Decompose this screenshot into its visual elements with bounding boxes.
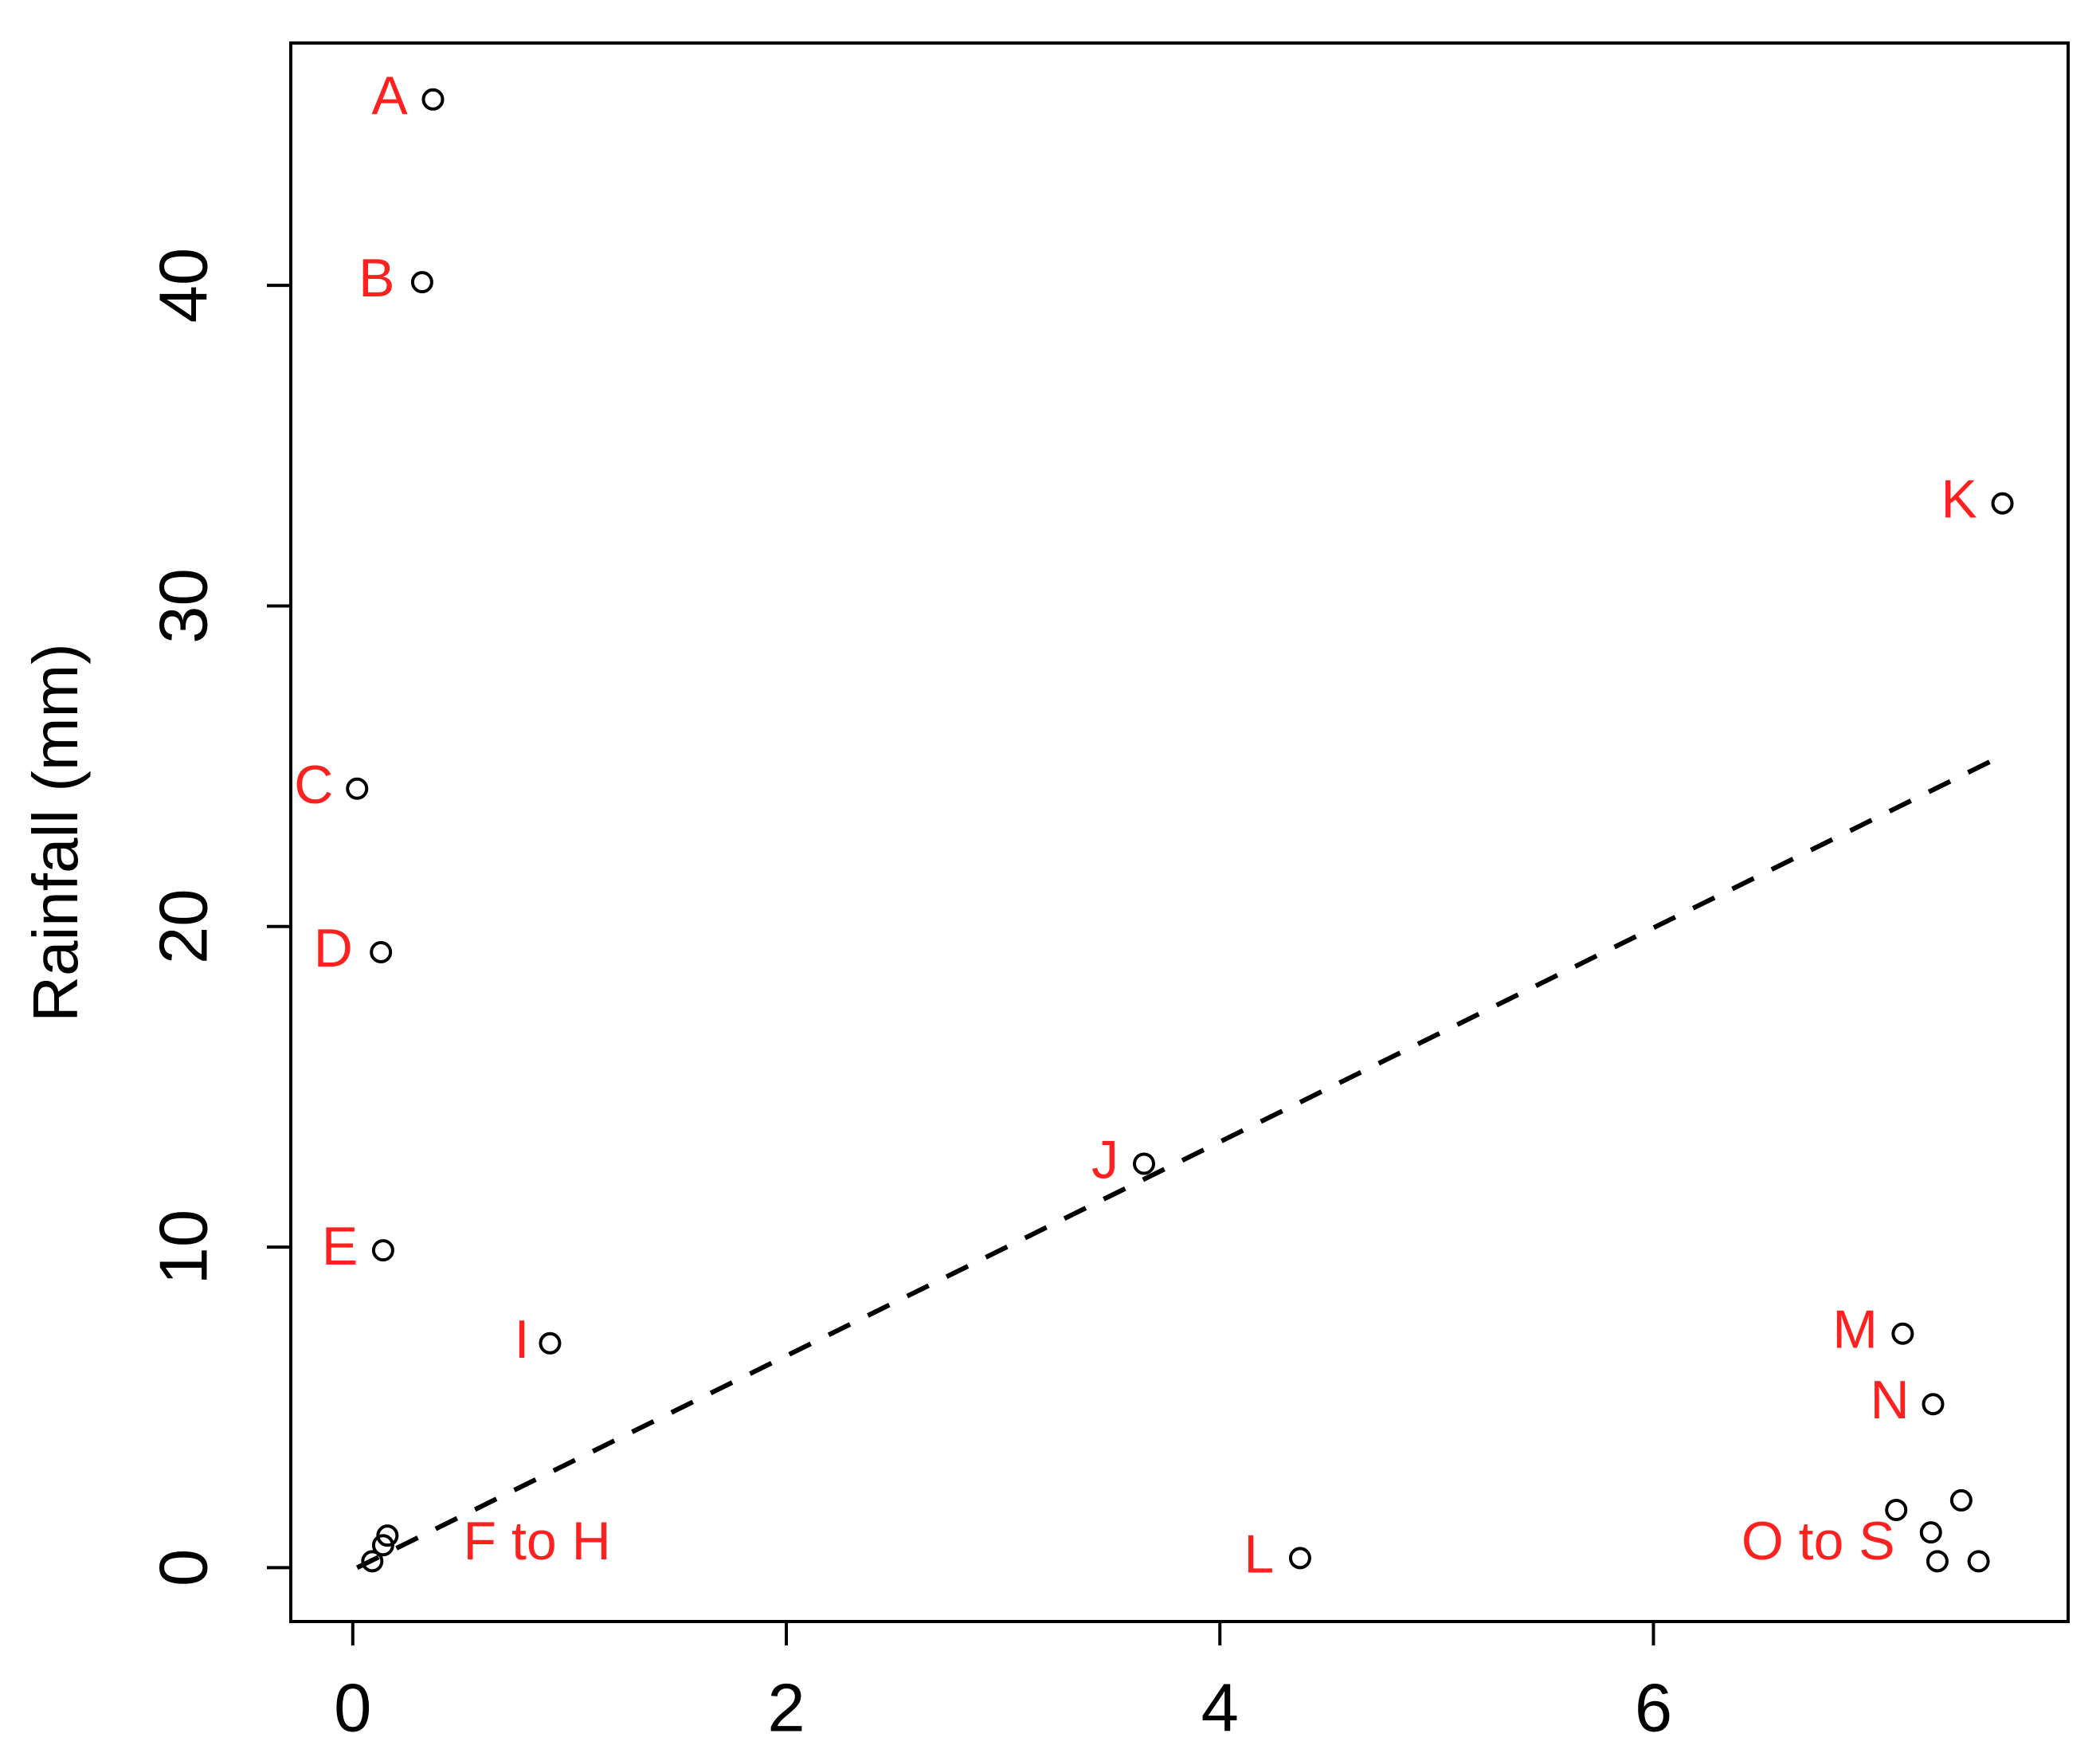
point xyxy=(1885,1498,1908,1521)
point xyxy=(1991,492,2014,515)
point-annotation: A xyxy=(371,65,408,126)
point xyxy=(421,88,445,111)
point-annotation: C xyxy=(294,755,333,815)
point xyxy=(1967,1550,1990,1573)
point xyxy=(1949,1488,1973,1512)
point-annotation: J xyxy=(1091,1129,1119,1190)
plot-frame xyxy=(289,41,2070,1623)
point-annotation: L xyxy=(1244,1524,1274,1584)
y-tick-label: 20 xyxy=(146,889,221,965)
fit-line xyxy=(355,751,2008,1571)
point xyxy=(1288,1547,1311,1570)
point-annotation: I xyxy=(515,1309,530,1370)
x-tick-label: 6 xyxy=(1635,1670,1672,1746)
x-tick-label: 2 xyxy=(767,1670,805,1746)
point xyxy=(361,1550,384,1573)
point-annotation: N xyxy=(1871,1370,1910,1430)
point-annotation: K xyxy=(1941,469,1977,530)
point xyxy=(371,1534,394,1557)
y-tick-label: 10 xyxy=(146,1210,221,1285)
point xyxy=(539,1331,562,1355)
point xyxy=(410,271,433,294)
point xyxy=(1919,1521,1942,1544)
point xyxy=(370,940,393,963)
x-tick-label: 4 xyxy=(1201,1670,1239,1746)
x-tick-label: 0 xyxy=(334,1670,371,1746)
point-annotation: O to S xyxy=(1742,1511,1895,1571)
point xyxy=(1891,1322,1914,1345)
point-annotation: B xyxy=(358,248,394,308)
point xyxy=(1922,1393,1945,1416)
point-annotation: D xyxy=(314,918,353,978)
point xyxy=(1133,1152,1156,1175)
y-tick-label: 40 xyxy=(146,248,221,324)
y-tick-label: 0 xyxy=(146,1549,221,1586)
point xyxy=(371,1239,394,1262)
point xyxy=(346,777,369,800)
point-annotation: M xyxy=(1832,1300,1878,1360)
point xyxy=(1926,1550,1949,1573)
point-annotation: F to H xyxy=(464,1511,611,1571)
y-axis-label: Rainfall (mm) xyxy=(20,643,91,1022)
point-annotation: E xyxy=(322,1216,358,1277)
y-tick-label: 30 xyxy=(146,568,221,644)
